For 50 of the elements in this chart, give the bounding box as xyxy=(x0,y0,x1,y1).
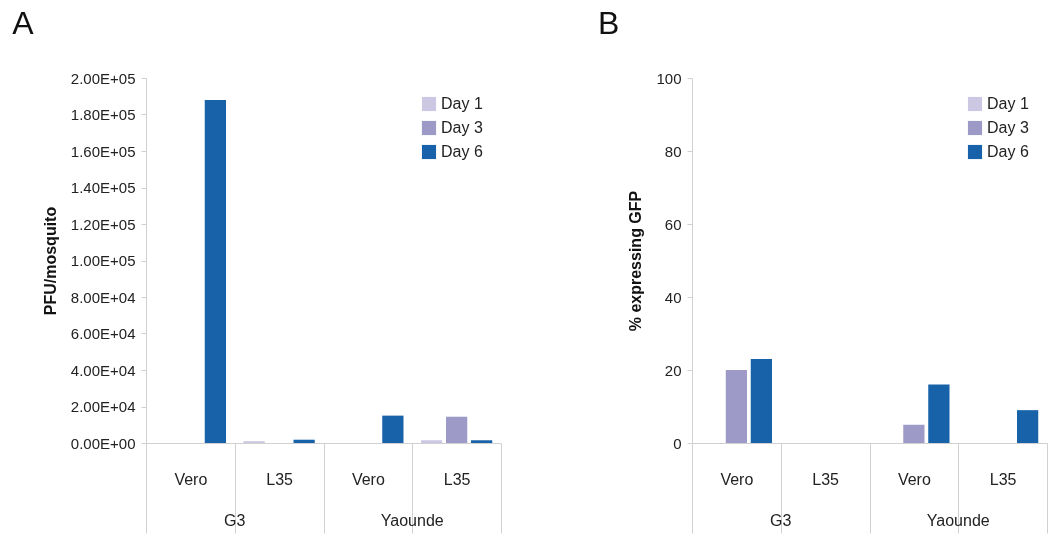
x-tick-label: Vero xyxy=(351,470,385,488)
y-tick-label: 2.00E+04 xyxy=(70,398,136,415)
y-axis-title: PFU/mosquito xyxy=(41,206,59,316)
y-tick-label: 1.00E+05 xyxy=(70,252,136,269)
y-tick-label: 0.00E+00 xyxy=(70,434,136,452)
y-tick-label: 80 xyxy=(664,142,682,160)
legend-label: Day 1 xyxy=(441,95,483,112)
bar xyxy=(903,424,925,443)
y-tick-label: 20 xyxy=(664,361,682,379)
x-tick-label: Vero xyxy=(897,470,931,488)
bar xyxy=(293,439,315,443)
y-tick-label: 1.80E+05 xyxy=(70,106,136,123)
bar xyxy=(1017,410,1039,443)
bar xyxy=(750,359,772,443)
legend-label: Day 6 xyxy=(441,143,483,160)
bar xyxy=(204,99,226,443)
y-tick-label: 4.00E+04 xyxy=(70,361,136,379)
chart-title: B xyxy=(597,5,620,41)
x-tick-label: L35 xyxy=(266,470,294,488)
y-tick-label: 100 xyxy=(656,69,682,87)
legend-label: Day 6 xyxy=(987,143,1029,160)
x-tick-label: L35 xyxy=(812,470,840,488)
y-tick-label: 1.60E+05 xyxy=(70,142,136,160)
bar xyxy=(446,416,468,443)
y-axis-title: % expressing GFP xyxy=(627,190,645,332)
y-tick-label: 1.20E+05 xyxy=(70,215,136,233)
x-tick-label: Vero xyxy=(174,470,208,488)
legend-label: Day 3 xyxy=(987,119,1029,136)
bar xyxy=(928,384,950,443)
text: Yaounde xyxy=(926,512,990,529)
y-tick-label: 6.00E+04 xyxy=(70,325,136,342)
y-tick-label: 8.00E+04 xyxy=(70,288,136,306)
x-tick-label: L35 xyxy=(989,470,1017,488)
bar xyxy=(382,415,404,443)
text: G3 xyxy=(224,512,246,529)
text: G3 xyxy=(770,512,792,529)
bar xyxy=(421,440,443,443)
x-tick-label: L35 xyxy=(443,470,471,488)
legend-label: Day 3 xyxy=(441,119,483,136)
y-tick-label: 0 xyxy=(673,434,682,452)
y-tick-label: 2.00E+05 xyxy=(70,69,136,87)
y-tick-label: 1.40E+05 xyxy=(70,179,136,196)
bar xyxy=(471,440,493,443)
x-tick-label: Vero xyxy=(720,470,754,488)
text: Yaounde xyxy=(380,512,444,529)
legend-label: Day 1 xyxy=(987,95,1029,112)
y-tick-label: 60 xyxy=(664,215,682,233)
bar xyxy=(725,370,747,443)
chart-title: A xyxy=(12,5,35,41)
y-tick-label: 40 xyxy=(664,288,682,306)
